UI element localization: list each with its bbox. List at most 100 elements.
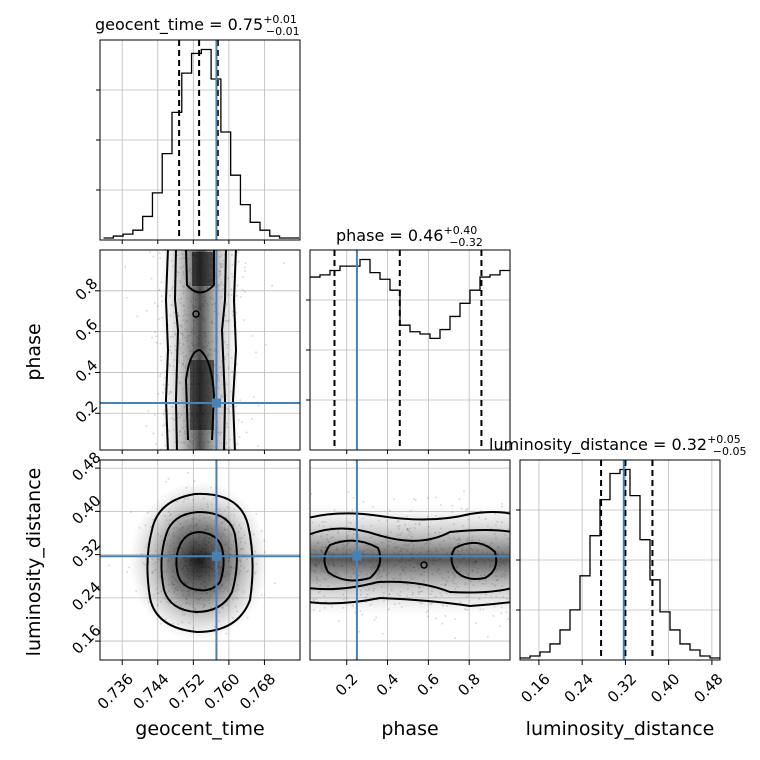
truth-marker	[352, 551, 362, 561]
sample-point	[152, 255, 155, 258]
x-tick-label: 0.760	[201, 670, 244, 713]
y-ticks: 0.2 0.4 0.6 0.8	[72, 274, 102, 426]
sample-point	[426, 615, 429, 618]
sample-point	[282, 262, 285, 265]
sample-point	[257, 405, 260, 407]
sample-point	[149, 251, 152, 254]
x-tick-label: 0.48	[690, 670, 726, 706]
contour-small	[192, 310, 200, 318]
sample-point	[145, 424, 148, 427]
sample-point	[337, 619, 340, 622]
sample-point	[352, 496, 355, 499]
x-tick-label: 0.2	[332, 670, 362, 700]
sample-point	[454, 637, 456, 640]
sample-point	[145, 309, 148, 312]
y-tick-label: 0.48	[68, 448, 104, 484]
axes-frame	[99, 39, 301, 241]
geocent_time-histogram-panel	[96, 39, 301, 241]
sample-point	[154, 302, 156, 304]
sample-point	[243, 290, 246, 293]
sample-point	[381, 632, 384, 635]
y-tick-label: 0.6	[72, 315, 102, 345]
sample-point	[152, 432, 155, 435]
sample-point	[243, 266, 246, 269]
sample-point	[154, 331, 157, 334]
sample-point	[243, 319, 246, 322]
sample-point	[242, 276, 245, 278]
sample-point	[444, 615, 447, 617]
sample-point	[486, 635, 489, 638]
phase-title: phase = 0.46+0.40 −0.32	[336, 224, 483, 249]
density-band	[310, 505, 510, 615]
sample-point	[125, 296, 128, 299]
y-tick-label: 0.16	[68, 621, 104, 657]
sample-point	[255, 351, 257, 354]
y-axis-label-luminosity_distance: luminosity_distance	[23, 468, 45, 657]
luminosity_distance-vs-geocent_time-panel: 0.16 0.24 0.32 0.40 0.48 0.7360.7440.7520.760…	[68, 448, 301, 713]
truth-lines	[100, 460, 300, 660]
sample-point	[251, 334, 254, 337]
grid-lines	[96, 40, 300, 240]
y-tick-label: 0.32	[68, 535, 104, 571]
sample-point	[252, 395, 255, 398]
contour-middle	[310, 527, 510, 594]
x-tick-label: 0.752	[165, 670, 208, 713]
x-tick-label: 0.24	[561, 670, 597, 706]
sample-point	[434, 617, 437, 620]
grid-lines	[306, 250, 510, 450]
x-tick-label: 0.6	[414, 670, 444, 700]
sample-point	[150, 277, 153, 280]
geocent_time-title: geocent_time = 0.75+0.01 −0.01	[95, 13, 300, 38]
phase-vs-geocent_time-panel: 0.2 0.4 0.6 0.8	[72, 249, 301, 451]
sample-point	[458, 498, 461, 500]
sample-point	[454, 618, 457, 621]
sample-point	[156, 305, 159, 308]
sample-point	[165, 481, 168, 483]
sample-point	[441, 622, 444, 625]
axes-frame	[99, 459, 301, 661]
sample-point	[126, 571, 128, 573]
sample-point	[157, 393, 160, 395]
contour-inner-right	[450, 541, 498, 580]
luminosity_distance-histogram-panel	[516, 459, 721, 661]
x-tick-label: 0.4	[373, 670, 403, 700]
sample-point	[435, 496, 437, 499]
sample-point	[271, 284, 274, 287]
sample-point	[412, 497, 415, 500]
contour-inner	[175, 530, 225, 592]
truth-marker	[211, 551, 221, 561]
y-tick-label: 0.8	[72, 274, 102, 304]
contour-small	[420, 561, 428, 569]
histogram-steps	[310, 258, 510, 339]
x-axis-label-phase: phase	[381, 718, 438, 740]
x-ticks: 0.2 0.4 0.6 0.8	[332, 660, 484, 700]
density-core-upper	[192, 252, 214, 286]
sample-point	[264, 343, 267, 346]
x-tick-label: 0.744	[129, 670, 172, 713]
x-axis-label-geocent_time: geocent_time	[135, 718, 264, 740]
contour-middle	[173, 250, 227, 450]
sample-point	[136, 315, 139, 318]
sample-point	[240, 421, 243, 423]
axes-frame	[519, 459, 721, 661]
sample-point	[498, 625, 501, 628]
sample-point	[153, 414, 156, 416]
contour-outer	[146, 492, 254, 634]
sample-point	[358, 630, 361, 633]
phase-histogram-panel	[306, 249, 511, 451]
sample-point	[130, 511, 133, 514]
sample-point	[245, 431, 248, 434]
y-axis-label-phase: phase	[23, 323, 45, 380]
sample-point	[463, 490, 465, 493]
grid-lines	[516, 460, 720, 660]
histogram-steps	[103, 48, 300, 239]
sample-point	[250, 417, 253, 420]
sample-point	[475, 622, 477, 625]
sample-point	[362, 500, 365, 503]
sample-point	[500, 502, 503, 505]
sample-point	[241, 288, 244, 291]
truth-marker	[211, 398, 221, 408]
sample-point	[373, 618, 376, 621]
y-tick-label: 0.2	[72, 397, 102, 427]
sample-point	[151, 336, 154, 339]
